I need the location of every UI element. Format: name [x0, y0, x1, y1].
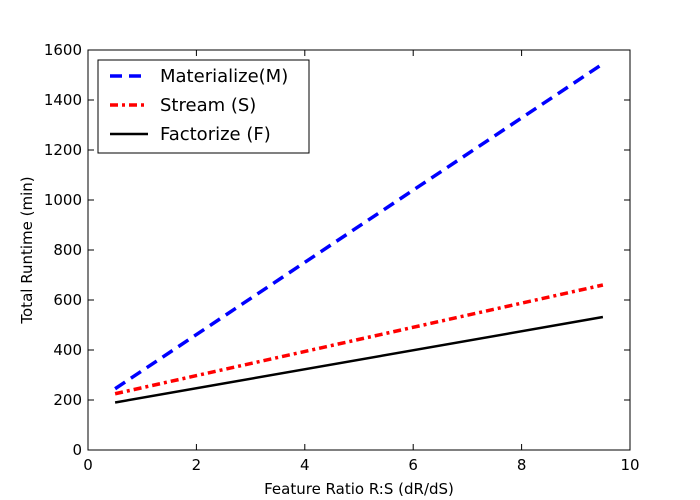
y-tick-label: 1000 — [44, 191, 82, 209]
y-tick-label: 200 — [53, 391, 82, 409]
series-line-1 — [114, 283, 604, 396]
y-tick-label: 600 — [53, 291, 82, 309]
y-tick-label: 1600 — [44, 41, 82, 59]
y-tick-label: 400 — [53, 341, 82, 359]
y-tick-label: 0 — [72, 441, 82, 459]
x-tick-label: 4 — [300, 456, 310, 474]
x-tick-label: 10 — [620, 456, 639, 474]
series-line-2 — [114, 315, 604, 404]
plot-frame — [87, 49, 631, 451]
axis-ticks: 0 2 4 6 8 10 0 200 400 600 800 1000 1200 1400 1600 — [44, 41, 640, 474]
legend-label: Stream (S) — [160, 95, 256, 116]
legend: Materialize(M) Stream (S) Factorize (F) — [97, 59, 310, 154]
x-tick-label: 2 — [192, 456, 202, 474]
x-tick-label: 0 — [83, 456, 93, 474]
y-tick-label: 1200 — [44, 141, 82, 159]
x-axis-label: Feature Ratio R:S (dR/dS) — [264, 480, 454, 498]
x-tick-label: 6 — [408, 456, 418, 474]
y-axis-label: Total Runtime (min) — [18, 176, 36, 324]
legend-label: Materialize(M) — [160, 66, 288, 87]
y-tick-label: 800 — [53, 241, 82, 259]
series-lines — [114, 62, 604, 404]
x-tick-label: 8 — [517, 456, 527, 474]
series-line-0 — [114, 62, 604, 391]
legend-label: Factorize (F) — [160, 124, 271, 145]
y-tick-label: 1400 — [44, 91, 82, 109]
